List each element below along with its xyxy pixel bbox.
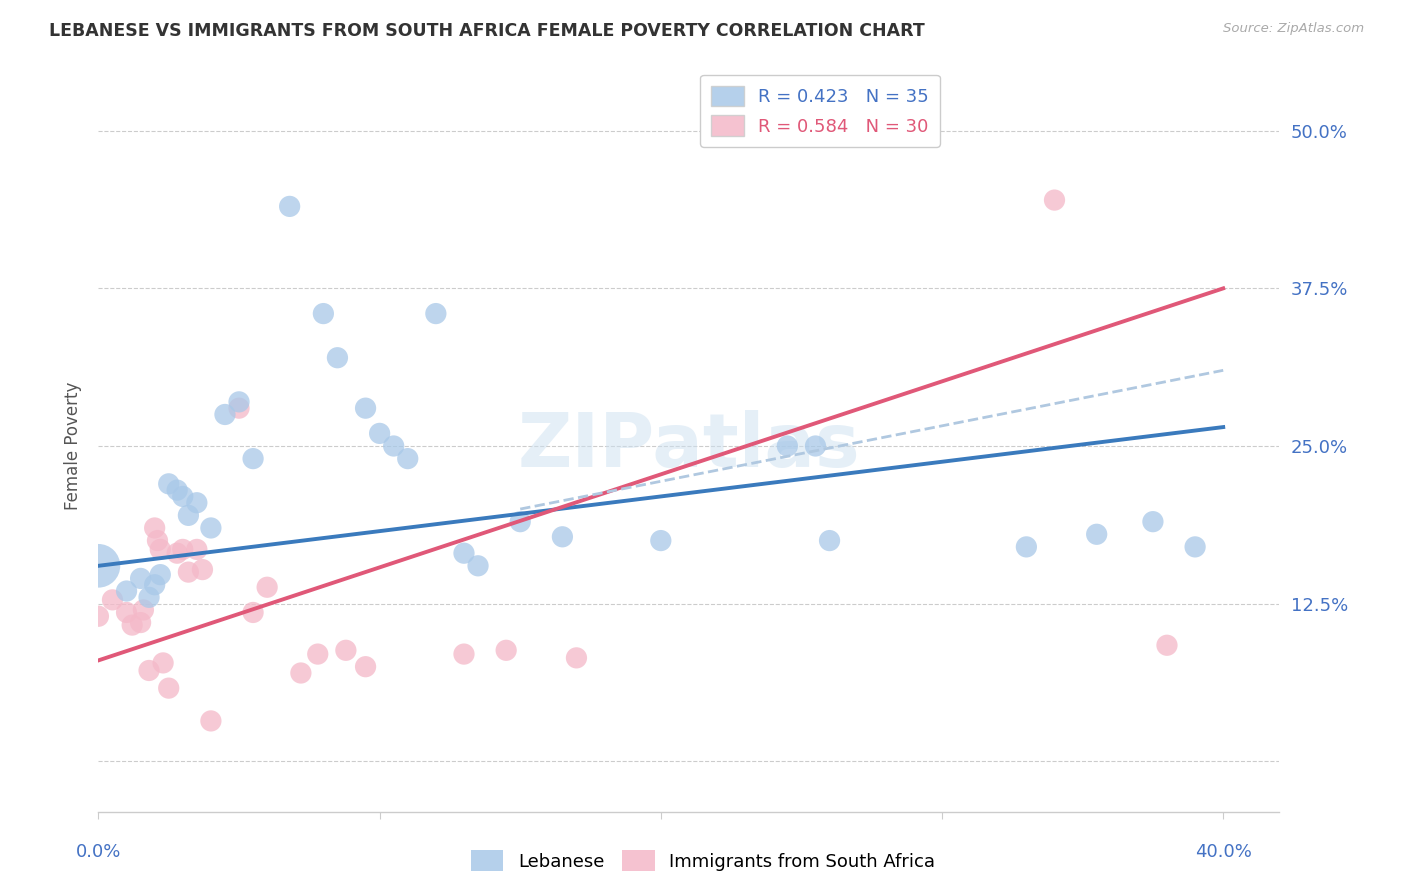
Text: LEBANESE VS IMMIGRANTS FROM SOUTH AFRICA FEMALE POVERTY CORRELATION CHART: LEBANESE VS IMMIGRANTS FROM SOUTH AFRICA… [49,22,925,40]
Point [1142,515,1164,529]
Point [354,659,377,673]
Point [467,558,489,573]
Text: 0.0%: 0.0% [76,843,121,862]
Point [509,515,531,529]
Point [650,533,672,548]
Point [242,451,264,466]
Point [191,563,214,577]
Point [87,609,110,624]
Point [177,508,200,523]
Point [172,490,194,504]
Point [453,647,475,661]
Text: 40.0%: 40.0% [1195,843,1251,862]
Point [1015,540,1038,554]
Point [186,496,208,510]
Point [495,643,517,657]
Point [290,665,312,680]
Point [396,451,419,466]
Point [804,439,827,453]
Point [143,578,166,592]
Point [143,521,166,535]
Point [149,567,172,582]
Point [228,401,250,416]
Point [177,565,200,579]
Point [256,580,278,594]
Point [166,483,188,497]
Point [200,521,222,535]
Legend: Lebanese, Immigrants from South Africa: Lebanese, Immigrants from South Africa [464,843,942,879]
Text: Source: ZipAtlas.com: Source: ZipAtlas.com [1223,22,1364,36]
Point [335,643,357,657]
Point [87,558,110,573]
Point [101,592,124,607]
Point [132,603,155,617]
Point [149,542,172,557]
Point [242,606,264,620]
Point [278,199,301,213]
Point [214,408,236,422]
Point [157,476,180,491]
Point [121,618,143,632]
Point [312,307,335,321]
Point [146,533,169,548]
Point [326,351,349,365]
Point [166,546,188,560]
Point [1085,527,1108,541]
Point [152,656,174,670]
Point [115,606,138,620]
Point [186,542,208,557]
Point [138,591,160,605]
Point [172,542,194,557]
Text: ZIPatlas: ZIPatlas [517,409,860,483]
Point [551,530,574,544]
Point [138,664,160,678]
Point [425,307,447,321]
Point [382,439,405,453]
Point [818,533,841,548]
Point [228,395,250,409]
Point [307,647,329,661]
Point [129,615,152,630]
Point [129,571,152,585]
Point [115,584,138,599]
Point [453,546,475,560]
Point [1156,638,1178,652]
Point [1184,540,1206,554]
Y-axis label: Female Poverty: Female Poverty [65,382,83,510]
Point [200,714,222,728]
Legend: R = 0.423   N = 35, R = 0.584   N = 30: R = 0.423 N = 35, R = 0.584 N = 30 [700,75,939,147]
Point [776,439,799,453]
Point [1043,193,1066,207]
Point [368,426,391,441]
Point [565,651,588,665]
Point [354,401,377,416]
Point [157,681,180,695]
